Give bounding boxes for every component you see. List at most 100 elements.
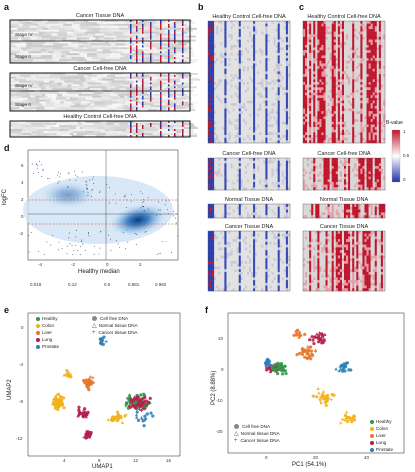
heatmap-cell	[147, 121, 158, 123]
heatmap-cell	[53, 47, 62, 50]
heatmap-cell	[287, 282, 291, 286]
heatmap-cell	[150, 43, 161, 46]
heatmap-cell	[212, 116, 215, 120]
heatmap-cell	[236, 135, 239, 138]
heatmap-cell	[242, 23, 246, 27]
heatmap-cell	[22, 129, 30, 131]
heatmap-cell	[106, 95, 120, 98]
heatmap-cell	[287, 68, 291, 72]
heatmap-cell	[10, 20, 18, 22]
heatmap-cell	[218, 39, 221, 43]
heatmap-cell	[168, 41, 170, 44]
heatmap-cell	[103, 33, 108, 36]
heatmap-cell	[70, 127, 77, 129]
heatmap-cell	[236, 258, 239, 262]
heatmap-cell	[240, 288, 244, 292]
heatmap-cell	[72, 93, 79, 96]
heatmap-cell	[255, 132, 258, 136]
heatmap-cell	[62, 37, 67, 40]
heatmap-cell	[303, 68, 306, 72]
heatmap-cell	[249, 209, 252, 213]
heatmap-cell	[277, 39, 280, 43]
heatmap-cell	[283, 239, 287, 243]
heatmap-cell	[234, 113, 237, 117]
heatmap-cell	[226, 36, 229, 40]
heatmap-cell	[281, 116, 285, 120]
heatmap-cell	[214, 174, 217, 177]
heatmap-cell	[287, 269, 291, 273]
heatmap-cell	[136, 103, 138, 106]
heatmap-cell	[226, 105, 229, 109]
heatmap-cell	[230, 84, 233, 88]
heatmap-cell	[275, 241, 278, 245]
heatmap-cell	[287, 274, 291, 278]
heatmap-border	[207, 230, 291, 292]
heatmap-cell	[234, 28, 237, 32]
heatmap-cell	[269, 168, 272, 172]
heatmap-cell	[257, 42, 260, 46]
heatmap-cell	[130, 125, 132, 127]
heatmap-cell	[175, 21, 185, 24]
heatmap-cell	[232, 132, 235, 136]
heatmap-cell	[214, 127, 217, 130]
heatmap-cell	[277, 124, 280, 128]
heatmap-cell	[259, 92, 262, 96]
heatmap-cell	[275, 174, 278, 177]
heatmap-cell	[242, 74, 246, 77]
heatmap-cell	[240, 182, 244, 185]
heatmap-cell	[263, 108, 266, 112]
heatmap-cell	[184, 129, 195, 131]
heatmap-cell	[259, 244, 262, 248]
heatmap-cell	[224, 274, 227, 278]
heatmap-cell	[275, 168, 278, 172]
heatmap-cell	[305, 42, 308, 46]
heatmap-cell	[303, 55, 306, 59]
heatmap-cell	[287, 215, 291, 219]
heatmap-cell	[226, 44, 229, 48]
heatmap-cell	[283, 140, 287, 144]
heatmap-cell	[307, 21, 310, 24]
heatmap-cell	[226, 28, 229, 32]
heatmap-cell	[130, 129, 132, 131]
heatmap-cell	[83, 125, 90, 127]
heatmap-cell	[228, 60, 231, 64]
heatmap-cell	[257, 26, 260, 30]
heatmap-cell	[27, 99, 36, 102]
heatmap-cell	[273, 274, 276, 278]
heatmap-cell	[71, 57, 85, 60]
heatmap-cell	[224, 255, 227, 259]
heatmap-cell	[130, 84, 142, 87]
heatmap-cell	[234, 239, 237, 243]
heatmap-cell	[212, 277, 215, 281]
heatmap-cell	[222, 68, 225, 72]
heatmap-cell	[182, 88, 184, 91]
heatmap-cell	[261, 135, 264, 138]
heatmap-cell	[269, 95, 272, 99]
heatmap-cell	[220, 50, 223, 54]
heatmap-cell	[224, 76, 227, 80]
heatmap-cell	[228, 79, 231, 83]
heatmap-cell	[163, 53, 177, 56]
heatmap-cell	[283, 124, 287, 128]
heatmap-cell	[287, 132, 291, 136]
heatmap-cell	[285, 44, 289, 48]
heatmap-cell	[273, 261, 276, 264]
heatmap-cell	[267, 269, 270, 273]
heatmap-cell	[305, 87, 308, 91]
heatmap-cell	[263, 121, 266, 125]
heatmap-cell	[305, 124, 308, 128]
heatmap-cell	[238, 285, 241, 289]
heatmap-cell	[238, 137, 241, 141]
heatmap-cell	[182, 121, 184, 123]
heatmap-cell	[70, 133, 74, 135]
heatmap-cell	[182, 27, 184, 30]
heatmap-cell	[10, 93, 19, 96]
heatmap-cell	[130, 73, 132, 75]
heatmap-cell	[287, 52, 291, 56]
heatmap-cell	[230, 184, 233, 188]
heatmap-cell	[277, 36, 280, 40]
heatmap-cell	[64, 103, 75, 106]
heatmap-cell	[246, 55, 250, 59]
heatmap-cell	[285, 274, 289, 278]
heatmap-cell	[277, 277, 280, 281]
